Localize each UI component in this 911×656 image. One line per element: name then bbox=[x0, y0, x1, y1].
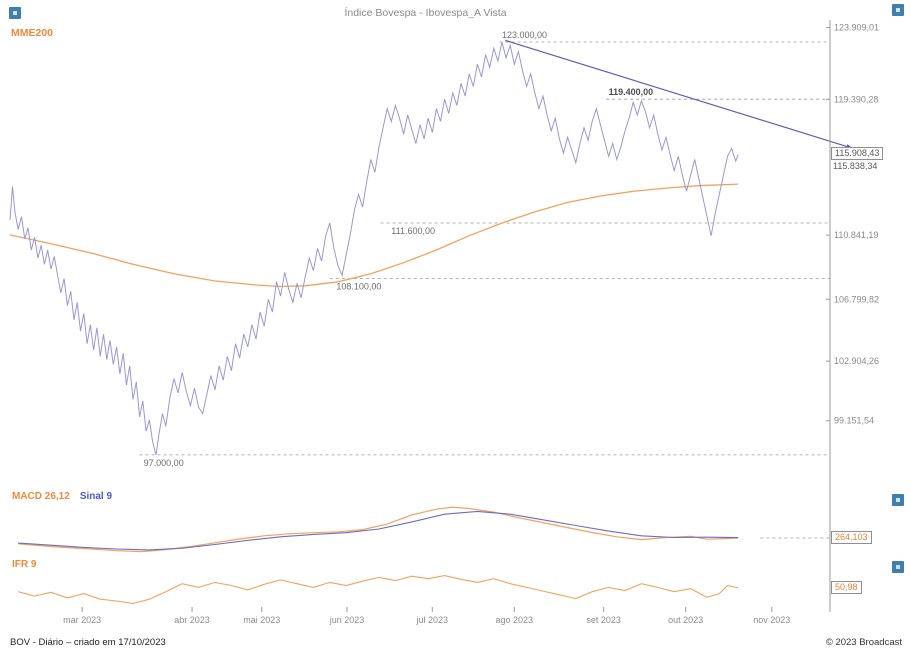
x-axis-month-label: jul 2023 bbox=[416, 615, 449, 625]
y-axis-tick-label: 99.151,54 bbox=[834, 416, 874, 426]
ifr-panel-settings-icon bbox=[896, 565, 900, 569]
x-axis-month-label: nov 2023 bbox=[753, 615, 790, 625]
x-axis-month-label: mai 2023 bbox=[243, 615, 280, 625]
macd-panel-settings-button[interactable] bbox=[892, 494, 904, 506]
macd-panel-settings-icon bbox=[896, 498, 900, 502]
main-panel-settings-icon bbox=[896, 8, 900, 12]
price-line bbox=[9, 41, 739, 456]
macd-line bbox=[18, 506, 739, 553]
ifr-value-box: 50,98 bbox=[831, 581, 862, 594]
chart-info-footer: BOV - Diário – criado em 17/10/2023 bbox=[10, 637, 166, 648]
level-label: 119.400,00 bbox=[609, 87, 654, 97]
ifr-panel-header: IFR 9 bbox=[12, 559, 37, 570]
x-axis-month-label: mar 2023 bbox=[63, 615, 101, 625]
macd-value-box: 264,103 bbox=[831, 531, 872, 544]
x-axis-month-label: jun 2023 bbox=[329, 615, 365, 625]
x-axis-month-label: ago 2023 bbox=[496, 615, 534, 625]
level-label: 108.100,00 bbox=[336, 282, 381, 292]
x-axis-month-label: out 2023 bbox=[668, 615, 703, 625]
main-panel-settings-button[interactable] bbox=[892, 4, 904, 16]
level-label: 97.000,00 bbox=[144, 458, 184, 468]
level-label: 123.000,00 bbox=[502, 30, 547, 40]
last-price-box: 115.908,43 bbox=[831, 147, 884, 160]
x-axis-month-label: set 2023 bbox=[586, 615, 621, 625]
macd-panel-header: MACD 26,12 Sinal 9 bbox=[12, 491, 112, 502]
copyright-footer: © 2023 Broadcast bbox=[825, 637, 902, 648]
trendline bbox=[505, 39, 854, 149]
y-axis-tick-label: 110.841,19 bbox=[834, 230, 878, 240]
previous-price-label: 115.838,34 bbox=[833, 161, 878, 171]
ifr-panel-settings-button[interactable] bbox=[892, 561, 904, 573]
mme200-line bbox=[9, 183, 739, 288]
ifr-line bbox=[18, 575, 739, 605]
level-label: 111.600,00 bbox=[391, 226, 435, 236]
mme200-indicator-label: MME200 bbox=[11, 27, 54, 39]
macd-signal-label: Sinal 9 bbox=[79, 491, 113, 502]
x-axis-month-label: abr 2023 bbox=[174, 615, 210, 625]
y-axis-tick-label: 123.909,01 bbox=[834, 23, 879, 33]
y-axis-tick-label: 106.799,82 bbox=[834, 294, 879, 304]
chart-menu-button[interactable] bbox=[9, 7, 21, 19]
chart-title: Índice Bovespa - Ibovespa_A Vista bbox=[344, 7, 507, 19]
y-axis-tick-label: 119.390,28 bbox=[834, 94, 878, 104]
macd-label: MACD 26,12 bbox=[12, 491, 70, 502]
y-axis-tick-label: 102.904,26 bbox=[834, 356, 879, 366]
macd-signal-line bbox=[18, 510, 739, 551]
chart-menu-icon bbox=[13, 11, 17, 15]
